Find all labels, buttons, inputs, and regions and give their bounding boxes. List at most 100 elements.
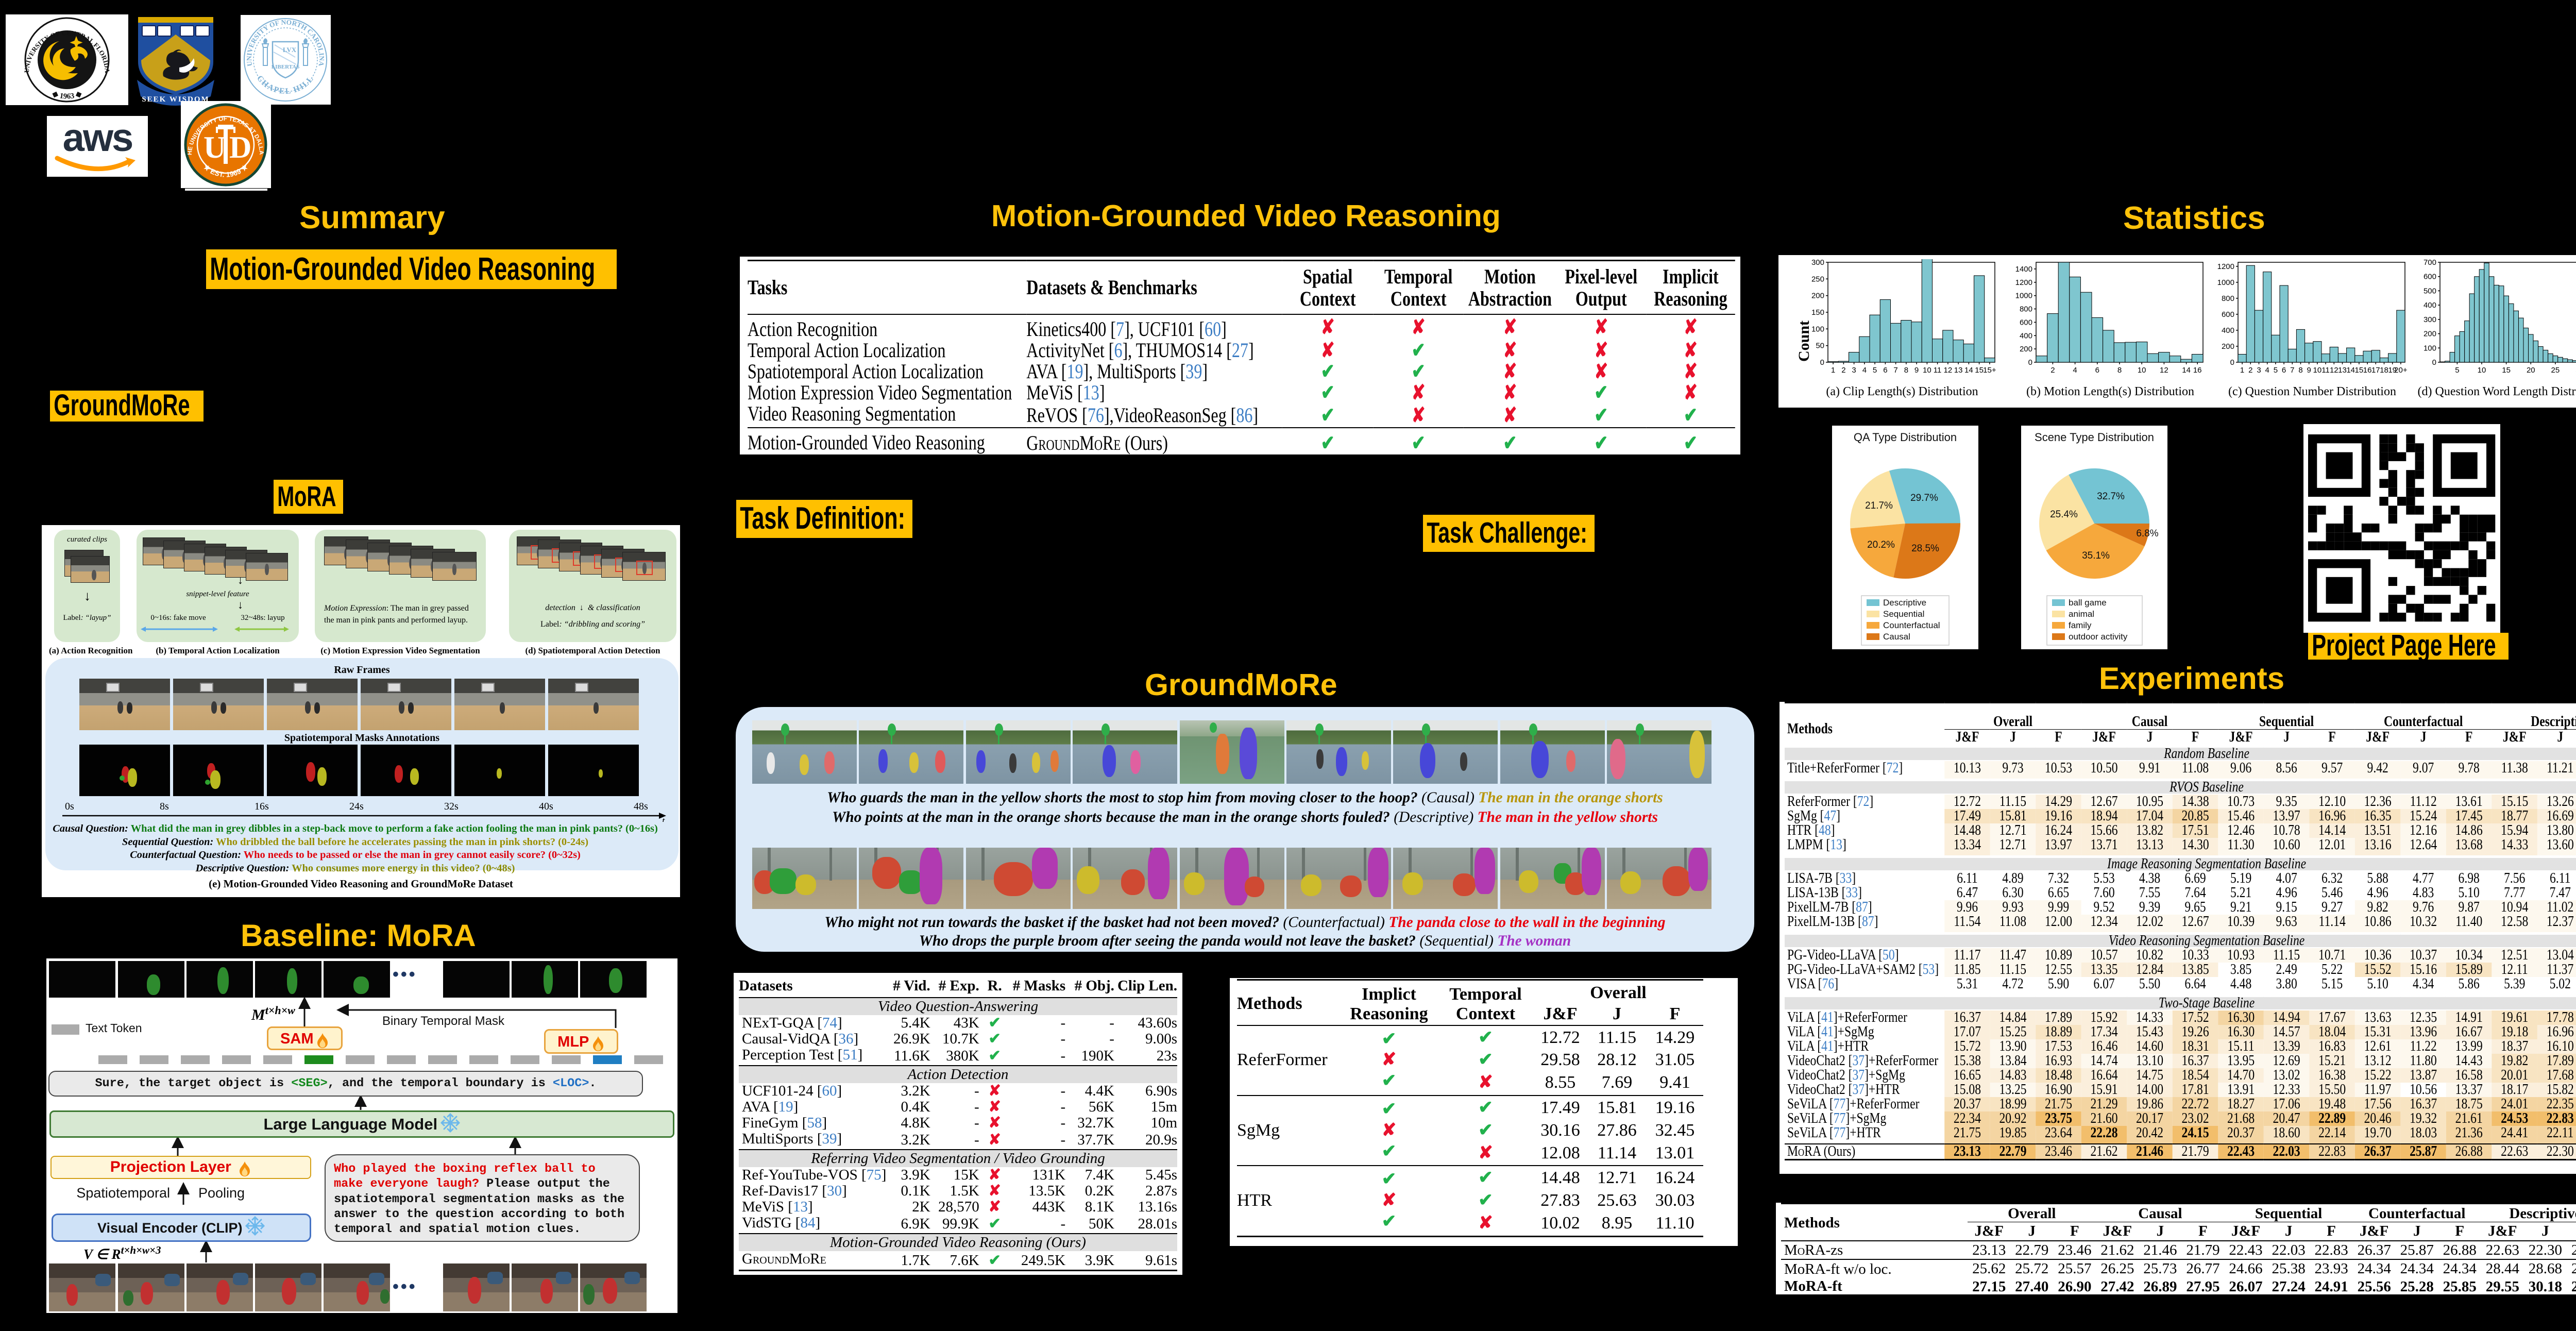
svg-text:25.4%: 25.4% <box>2050 509 2078 520</box>
svg-text:6: 6 <box>1883 366 1887 375</box>
svg-text:21.7%: 21.7% <box>1865 500 1893 511</box>
svg-text:600: 600 <box>2424 273 2436 281</box>
svg-text:100: 100 <box>2424 344 2436 352</box>
svg-text:200: 200 <box>2222 342 2234 351</box>
svg-text:17: 17 <box>2371 366 2380 375</box>
svg-text:0: 0 <box>2028 358 2032 367</box>
svg-text:14: 14 <box>1964 366 1973 375</box>
svg-text:800: 800 <box>2020 305 2032 314</box>
svg-text:250: 250 <box>1811 275 1824 283</box>
svg-text:200: 200 <box>2424 330 2436 339</box>
svg-text:0: 0 <box>2432 358 2436 367</box>
svg-text:13: 13 <box>1954 366 1963 375</box>
svg-text:800: 800 <box>2222 294 2234 303</box>
svg-text:LIBERTAS: LIBERTAS <box>272 64 299 70</box>
svg-text:14: 14 <box>2182 366 2191 375</box>
svg-text:11: 11 <box>2321 366 2330 375</box>
svg-text:20+: 20+ <box>2394 366 2408 375</box>
svg-text:150: 150 <box>1811 308 1824 317</box>
svg-text:29.7%: 29.7% <box>1910 493 1938 503</box>
svg-text:8: 8 <box>1904 366 1908 375</box>
svg-text:1200: 1200 <box>2015 278 2032 287</box>
svg-text:outdoor activity: outdoor activity <box>2069 632 2128 642</box>
svg-text:14: 14 <box>2346 366 2355 375</box>
svg-text:4: 4 <box>2265 366 2269 375</box>
svg-text:5: 5 <box>1873 366 1877 375</box>
svg-text:15: 15 <box>1975 366 1984 375</box>
svg-text:9: 9 <box>1914 366 1919 375</box>
svg-text:5: 5 <box>2455 366 2459 375</box>
svg-text:1: 1 <box>2240 366 2244 375</box>
svg-text:10: 10 <box>2313 366 2322 375</box>
svg-text:3: 3 <box>2257 366 2261 375</box>
svg-text:6.8%: 6.8% <box>2136 528 2158 539</box>
svg-text:500: 500 <box>2424 287 2436 295</box>
svg-text:4: 4 <box>1862 366 1867 375</box>
svg-text:Counterfactual: Counterfactual <box>1883 620 1940 630</box>
svg-text:8: 8 <box>2117 366 2122 375</box>
svg-text:9: 9 <box>2307 366 2311 375</box>
svg-text:32.7%: 32.7% <box>2097 491 2125 502</box>
svg-text:300: 300 <box>2424 315 2436 324</box>
svg-text:35.1%: 35.1% <box>2082 550 2110 561</box>
svg-text:10: 10 <box>2478 366 2486 375</box>
svg-text:◆ 1963 ◆: ◆ 1963 ◆ <box>50 90 83 101</box>
svg-text:15: 15 <box>2355 366 2364 375</box>
svg-text:20.2%: 20.2% <box>1867 540 1895 550</box>
svg-text:25: 25 <box>2551 366 2560 375</box>
svg-text:1: 1 <box>1831 366 1835 375</box>
svg-text:15: 15 <box>2502 366 2511 375</box>
svg-text:ball game: ball game <box>2069 598 2107 608</box>
svg-text:19: 19 <box>2388 366 2397 375</box>
svg-text:16: 16 <box>2363 366 2372 375</box>
svg-text:0: 0 <box>2230 358 2234 367</box>
svg-text:6: 6 <box>2282 366 2286 375</box>
svg-text:50: 50 <box>1816 342 1824 350</box>
svg-text:1000: 1000 <box>2015 292 2032 300</box>
svg-text:7: 7 <box>2290 366 2294 375</box>
svg-text:0: 0 <box>1820 358 1824 367</box>
svg-text:t: t <box>662 816 665 822</box>
svg-text:Causal: Causal <box>1883 632 1910 642</box>
svg-text:18: 18 <box>2380 366 2388 375</box>
svg-text:2: 2 <box>2050 366 2055 375</box>
svg-text:10: 10 <box>1923 366 1931 375</box>
svg-text:12: 12 <box>2330 366 2338 375</box>
svg-text:1400: 1400 <box>2015 265 2032 274</box>
svg-text:28.5%: 28.5% <box>1911 543 1939 554</box>
svg-text:11: 11 <box>1934 366 1942 375</box>
svg-text:2: 2 <box>1841 366 1845 375</box>
svg-text:700: 700 <box>2424 259 2436 267</box>
svg-text:100: 100 <box>1811 325 1824 333</box>
svg-text:400: 400 <box>2222 326 2234 335</box>
svg-text:1000: 1000 <box>2217 278 2234 287</box>
svg-text:15+: 15+ <box>1983 366 1996 375</box>
svg-text:600: 600 <box>2020 318 2032 327</box>
svg-text:3: 3 <box>1852 366 1856 375</box>
svg-text:200: 200 <box>1811 292 1824 300</box>
svg-text:animal: animal <box>2069 609 2094 619</box>
svg-text:8: 8 <box>2298 366 2302 375</box>
svg-text:300: 300 <box>1811 259 1824 267</box>
svg-text:5: 5 <box>2274 366 2278 375</box>
svg-text:Descriptive: Descriptive <box>1883 598 1926 608</box>
svg-text:2: 2 <box>2248 366 2252 375</box>
svg-text:Scene Type Distribution: Scene Type Distribution <box>2035 431 2154 444</box>
svg-text:12: 12 <box>2160 366 2168 375</box>
svg-text:4: 4 <box>2073 366 2077 375</box>
svg-text:D: D <box>229 130 251 164</box>
svg-text:1200: 1200 <box>2217 262 2234 271</box>
svg-text:family: family <box>2069 620 2092 630</box>
svg-text:12: 12 <box>1944 366 1953 375</box>
svg-text:20: 20 <box>2527 366 2535 375</box>
svg-text:QA Type Distribution: QA Type Distribution <box>1854 431 1957 444</box>
svg-text:200: 200 <box>2020 345 2032 353</box>
svg-text:U: U <box>204 130 226 164</box>
svg-text:400: 400 <box>2020 331 2032 340</box>
svg-text:Sequential: Sequential <box>1883 609 1924 619</box>
svg-text:7: 7 <box>1893 366 1897 375</box>
svg-text:16: 16 <box>2193 366 2202 375</box>
svg-text:aws: aws <box>63 116 132 160</box>
svg-text:10: 10 <box>2138 366 2146 375</box>
svg-text:6: 6 <box>2095 366 2099 375</box>
